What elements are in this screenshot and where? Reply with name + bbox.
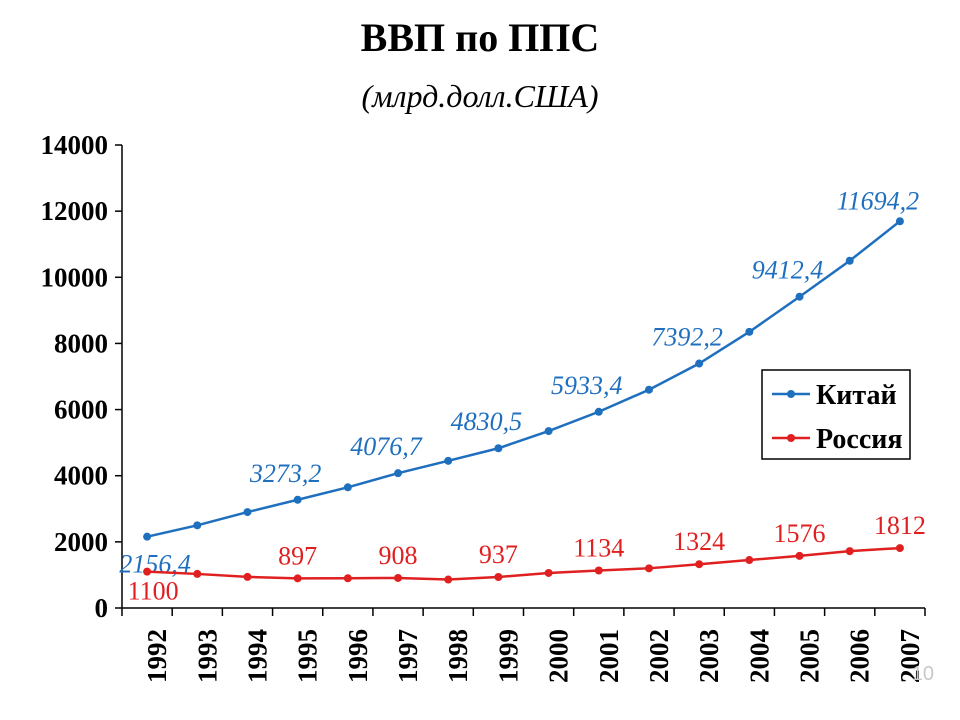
data-point xyxy=(795,292,804,301)
x-tick-label: 1999 xyxy=(493,629,523,683)
y-tick-label: 10000 xyxy=(41,262,109,292)
data-point xyxy=(745,327,754,336)
data-point xyxy=(594,407,603,416)
data-label: 4830,5 xyxy=(451,407,523,436)
y-tick-label: 6000 xyxy=(54,395,108,425)
data-point xyxy=(845,547,854,556)
data-label: 11694,2 xyxy=(837,186,920,215)
x-tick-label: 2002 xyxy=(644,629,674,683)
data-point xyxy=(695,560,704,569)
legend-box xyxy=(761,369,911,460)
x-tick-label: 1998 xyxy=(443,629,473,683)
x-tick-label: 2005 xyxy=(795,629,825,683)
data-point xyxy=(795,551,804,560)
data-label: 4076,7 xyxy=(350,432,423,461)
chart-title: ВВП по ППС xyxy=(360,15,600,60)
legend-label: Россия xyxy=(816,424,903,455)
data-point xyxy=(745,556,754,565)
data-label: 1324 xyxy=(673,527,725,556)
data-point xyxy=(644,385,653,394)
x-tick-label: 1996 xyxy=(343,629,373,683)
data-label: 7392,2 xyxy=(651,323,723,352)
data-point xyxy=(494,573,503,582)
data-label: 908 xyxy=(379,541,418,570)
data-point xyxy=(895,217,904,226)
data-point xyxy=(143,532,152,541)
x-tick-label: 1994 xyxy=(242,629,272,683)
data-point xyxy=(594,566,603,575)
data-point xyxy=(343,483,352,492)
series-line-russia xyxy=(147,546,900,581)
data-label: 5933,4 xyxy=(551,371,623,400)
x-tick-label: 2003 xyxy=(694,629,724,683)
y-tick-label: 2000 xyxy=(54,527,108,557)
data-label: 9412,4 xyxy=(752,256,824,285)
data-point xyxy=(494,444,503,453)
data-point xyxy=(394,573,403,582)
y-tick-label: 14000 xyxy=(41,130,109,160)
legend-label: Китай xyxy=(816,380,897,411)
x-tick-label: 2001 xyxy=(594,629,624,683)
x-tick-label: 1993 xyxy=(192,629,222,683)
data-point xyxy=(243,508,252,517)
data-label: 1134 xyxy=(573,533,624,562)
data-label: 1812 xyxy=(874,511,926,540)
y-tick-label: 0 xyxy=(95,593,109,623)
data-point xyxy=(293,574,302,583)
x-tick-label: 2006 xyxy=(845,629,875,683)
x-tick-label: 2004 xyxy=(744,629,774,683)
x-tick-label: 1995 xyxy=(293,629,323,683)
legend-marker xyxy=(787,390,795,398)
data-label: 1576 xyxy=(774,519,826,548)
data-label: 897 xyxy=(278,541,317,570)
data-point xyxy=(343,574,352,583)
data-point xyxy=(444,456,453,465)
data-point xyxy=(544,568,553,577)
x-tick-label: 1992 xyxy=(142,629,172,683)
legend-marker xyxy=(787,434,795,442)
data-label: 937 xyxy=(479,540,518,569)
data-point xyxy=(143,567,152,576)
page-number: 10 xyxy=(911,663,934,685)
data-point xyxy=(193,569,202,578)
data-point xyxy=(243,572,252,581)
data-point xyxy=(293,495,302,504)
data-point xyxy=(394,469,403,478)
data-point xyxy=(444,575,453,584)
data-label: 1100 xyxy=(128,577,179,606)
legend: Китай Россия xyxy=(761,369,911,460)
x-tick-label: 2007 xyxy=(895,629,925,683)
data-point xyxy=(193,521,202,530)
data-point xyxy=(695,359,704,368)
series-line-china xyxy=(146,220,901,538)
x-tick-label: 1997 xyxy=(393,629,423,683)
y-tick-label: 8000 xyxy=(54,328,108,358)
data-point xyxy=(544,427,553,436)
data-point xyxy=(845,256,854,265)
data-point xyxy=(644,564,653,573)
y-tick-label: 4000 xyxy=(54,461,108,491)
data-point xyxy=(895,544,904,553)
chart-subtitle: (млрд.долл.США) xyxy=(361,78,599,114)
x-tick-label: 2000 xyxy=(544,629,574,683)
data-label: 3273,2 xyxy=(249,459,322,488)
y-tick-label: 12000 xyxy=(41,196,109,226)
